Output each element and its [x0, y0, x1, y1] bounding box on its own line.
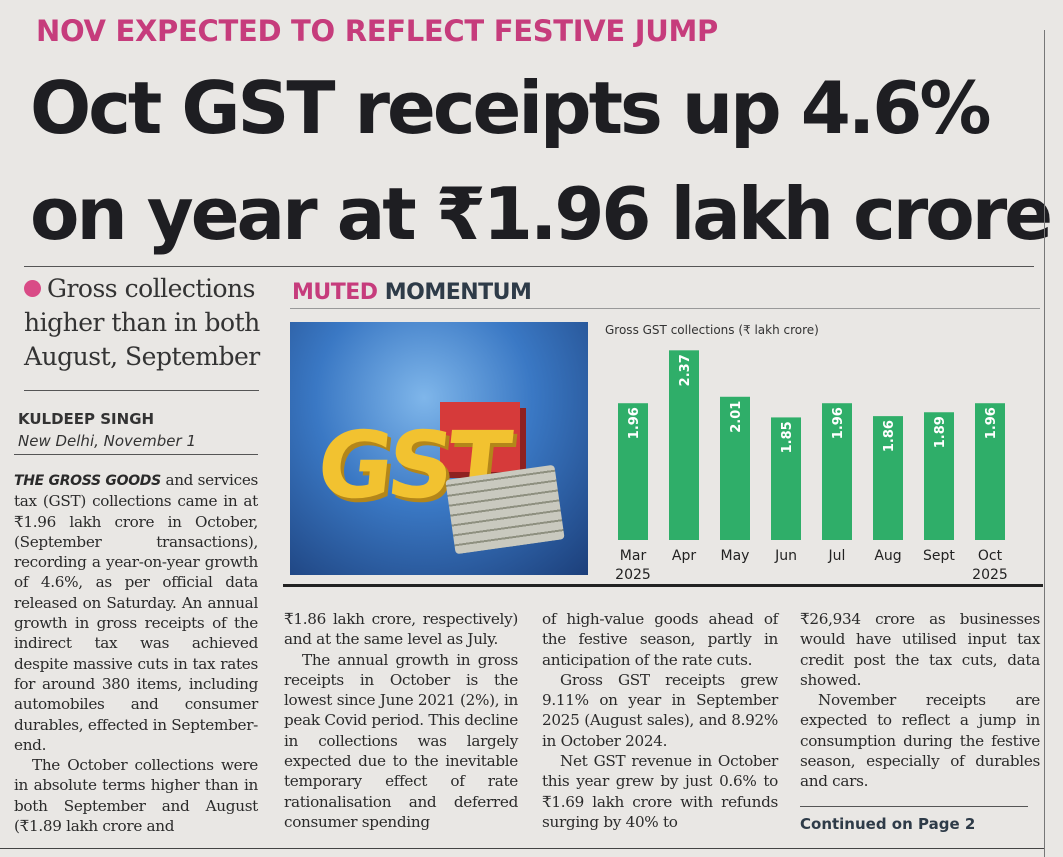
value-label: 1.85 — [780, 421, 795, 453]
bar-chart: 1.96 Mar 2025 2.37 Apr 2.01 May 1.85 Jun 1.96 Jul 1… — [615, 350, 1008, 583]
paragraph: and services tax (GST) collections came … — [14, 471, 259, 754]
category-label: Sept — [923, 548, 955, 564]
cash-bundle-icon — [445, 464, 565, 555]
bullet-icon — [24, 280, 41, 297]
category-label: Apr — [672, 548, 696, 564]
value-label: 1.96 — [627, 407, 642, 439]
headline-line-1: Oct GST receipts up 4.6% — [30, 66, 991, 150]
red-block — [440, 402, 520, 472]
value-label: 1.89 — [933, 416, 948, 448]
bar-Jul — [822, 403, 852, 540]
label-momentum: MOMENTUM — [384, 280, 532, 305]
divider — [14, 454, 258, 455]
paragraph: The annual growth in gross receipts in O… — [284, 650, 518, 831]
category-label: Mar — [620, 548, 647, 564]
paragraph: ₹26,934 crore as businesses would have u… — [800, 610, 1040, 689]
bar-Oct — [975, 403, 1005, 540]
chart-title: Gross GST collections (₹ lakh crore) — [605, 323, 819, 337]
deck: Gross collections higher than in both Au… — [24, 272, 264, 374]
body-column-4: ₹26,934 crore as businesses would have u… — [800, 609, 1040, 792]
bar-Aug — [873, 416, 903, 540]
divider — [24, 266, 1034, 267]
divider — [0, 848, 1044, 849]
dateline: New Delhi, November 1 — [18, 432, 196, 450]
body-column-2: ₹1.86 lakh crore, respectively) and at t… — [284, 609, 518, 832]
chart-section-label: MUTED MOMENTUM — [292, 280, 532, 305]
lead-in: THE GROSS GOODS — [14, 473, 161, 489]
author: KULDEEP SINGH — [18, 410, 155, 428]
gst-photo: GST — [290, 322, 588, 575]
body-column-3: of high-value goods ahead of the festive… — [542, 609, 778, 832]
paragraph: ₹1.86 lakh crore, respectively) and at t… — [284, 610, 518, 649]
paragraph: of high-value goods ahead of the festive… — [542, 610, 778, 669]
headline-line-2: on year at ₹1.96 lakh crore — [30, 172, 1053, 256]
paragraph: The October collections were in absolute… — [14, 756, 258, 836]
divider — [24, 390, 259, 391]
value-label: 2.37 — [678, 354, 693, 386]
adjacent-column-edge — [1044, 30, 1063, 857]
body-column-1: THE GROSS GOODS and services tax (GST) c… — [14, 470, 258, 836]
divider — [290, 308, 1040, 309]
category-label: Oct — [978, 548, 1003, 564]
bar-Jun — [771, 417, 801, 540]
bar-Mar — [618, 403, 648, 540]
value-label: 2.01 — [729, 401, 744, 433]
category-label: Jul — [828, 548, 846, 564]
category-label: Jun — [774, 548, 797, 564]
bar-Apr — [669, 350, 699, 540]
year-label: 2025 — [972, 567, 1008, 583]
year-label: 2025 — [615, 567, 651, 583]
deck-text: Gross collections higher than in both Au… — [24, 274, 260, 371]
value-label: 1.96 — [984, 407, 999, 439]
paragraph: Gross GST receipts grew 9.11% on year in… — [542, 670, 778, 750]
divider — [800, 806, 1028, 807]
bar-May — [720, 396, 750, 540]
category-label: May — [721, 548, 750, 564]
chart-bottom-rule — [283, 584, 1043, 587]
bar-Sept — [924, 412, 954, 540]
category-label: Aug — [874, 548, 901, 564]
value-label: 1.86 — [882, 420, 897, 452]
label-muted: MUTED — [292, 280, 378, 305]
paragraph: Net GST revenue in October this year gre… — [542, 752, 778, 831]
paragraph: November receipts are expected to reflec… — [800, 691, 1040, 791]
value-label: 1.96 — [831, 407, 846, 439]
kicker: NOV EXPECTED TO REFLECT FESTIVE JUMP — [36, 14, 718, 48]
continued-link[interactable]: Continued on Page 2 — [800, 815, 976, 833]
